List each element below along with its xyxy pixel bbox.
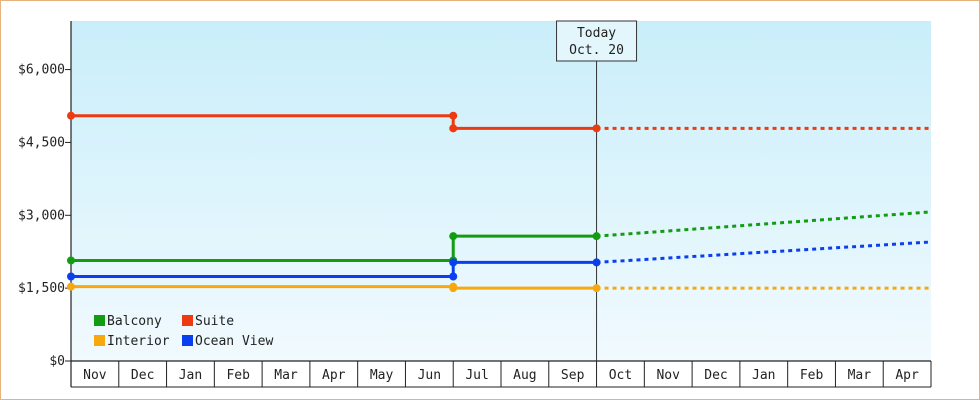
month-label: Jan: [179, 368, 202, 383]
month-label: Oct: [609, 368, 632, 383]
series-line-suite: [71, 114, 597, 130]
month-label: Nov: [656, 368, 680, 383]
month-label: Mar: [274, 368, 298, 383]
series-line-balcony: [71, 234, 597, 262]
month-label: May: [370, 368, 394, 383]
data-point-ocean-view: [67, 272, 75, 281]
data-point-suite: [67, 111, 75, 120]
plot-area: [71, 21, 931, 361]
data-point-ocean-view: [449, 258, 458, 267]
y-tick-label: $1,500: [18, 281, 65, 296]
month-label: Nov: [83, 368, 107, 383]
month-label: Feb: [800, 368, 824, 383]
data-point-ocean-view: [449, 272, 458, 281]
month-label: Mar: [848, 368, 872, 383]
legend-label: Suite: [195, 314, 234, 329]
month-label: Aug: [513, 368, 536, 383]
y-tick-label: $3,000: [18, 208, 65, 223]
month-label: Jan: [752, 368, 775, 383]
month-label: Apr: [895, 368, 919, 383]
data-point-suite: [592, 124, 601, 133]
y-tick-label: $6,000: [18, 63, 65, 78]
legend-label: Balcony: [107, 314, 162, 329]
today-date: Oct. 20: [569, 43, 624, 58]
data-point-suite: [449, 111, 458, 120]
y-tick-label: $0: [49, 354, 65, 369]
legend: Balcony Suite Interior Ocean View: [94, 314, 273, 349]
series-line-ocean-view: [71, 260, 597, 278]
today-label: Today: [577, 26, 616, 41]
data-point-balcony: [67, 256, 75, 265]
data-point-interior: [67, 282, 75, 291]
legend-swatch: [182, 315, 193, 326]
series-line-interior: [71, 285, 597, 290]
month-label: Dec: [131, 368, 154, 383]
legend-swatch: [182, 335, 193, 346]
month-label: Feb: [226, 368, 250, 383]
month-label: Dec: [704, 368, 727, 383]
month-label: Jun: [418, 368, 441, 383]
y-tick-label: $4,500: [18, 135, 65, 150]
legend-swatch: [94, 335, 105, 346]
data-point-balcony: [449, 232, 458, 241]
today-box: [556, 20, 638, 62]
data-point-interior: [592, 284, 601, 293]
data-point-balcony: [592, 232, 601, 241]
legend-swatch: [94, 315, 105, 326]
data-point-ocean-view: [592, 258, 601, 267]
data-point-suite: [449, 124, 458, 133]
month-label: Apr: [322, 368, 346, 383]
legend-label: Interior: [107, 334, 170, 349]
legend-label: Ocean View: [195, 334, 273, 349]
month-label: Sep: [561, 368, 585, 383]
month-label: Jul: [465, 368, 488, 383]
data-point-interior: [449, 284, 458, 293]
